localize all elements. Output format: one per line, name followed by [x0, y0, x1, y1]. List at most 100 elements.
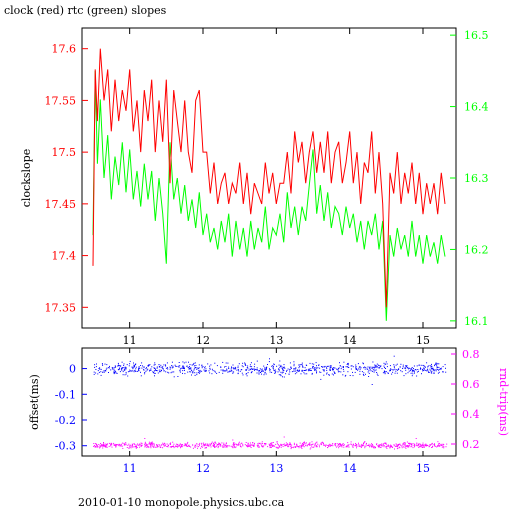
scatter-point-magenta — [399, 443, 401, 445]
scatter-point-blue — [238, 370, 239, 372]
scatter-point-blue — [297, 370, 299, 372]
scatter-point-magenta — [332, 445, 334, 447]
scatter-point-magenta — [441, 444, 443, 446]
scatter-point-blue — [115, 372, 117, 374]
scatter-point-magenta — [431, 442, 433, 444]
scatter-point-magenta — [365, 443, 367, 445]
scatter-point-blue — [222, 361, 224, 363]
scatter-point-blue — [144, 373, 146, 375]
scatter-point-blue — [427, 368, 429, 370]
scatter-point-magenta — [115, 445, 117, 447]
scatter-point-magenta — [397, 444, 399, 446]
scatter-point-blue — [95, 372, 97, 374]
scatter-point-magenta — [404, 442, 406, 444]
scatter-point-magenta — [270, 444, 272, 446]
scatter-point-blue — [358, 368, 360, 370]
scatter-point-blue — [177, 376, 179, 377]
scatter-point-magenta — [99, 445, 101, 447]
scatter-point-blue — [298, 370, 300, 372]
scatter-point-blue — [399, 366, 401, 368]
scatter-point-blue — [228, 371, 230, 373]
scatter-point-blue — [182, 365, 184, 367]
scatter-point-magenta — [381, 445, 383, 447]
scatter-point-blue — [445, 367, 446, 369]
scatter-point-magenta — [388, 445, 390, 447]
scatter-point-magenta — [270, 446, 272, 448]
scatter-point-blue — [205, 368, 207, 370]
scatter-point-magenta — [261, 445, 263, 446]
scatter-point-blue — [293, 368, 295, 370]
scatter-point-magenta — [371, 446, 373, 448]
scatter-point-blue — [323, 370, 325, 372]
scatter-point-magenta — [270, 443, 272, 444]
scatter-point-magenta — [416, 442, 418, 444]
scatter-point-blue — [106, 367, 108, 369]
scatter-point-magenta — [358, 442, 359, 444]
scatter-point-magenta — [164, 442, 165, 444]
scatter-point-blue — [331, 373, 333, 375]
scatter-point-blue — [405, 373, 407, 375]
scatter-point-magenta — [124, 444, 126, 446]
scatter-point-magenta — [196, 443, 198, 445]
scatter-point-blue — [385, 368, 386, 369]
scatter-point-magenta — [425, 444, 427, 445]
scatter-point-magenta — [251, 444, 253, 446]
scatter-point-magenta — [226, 445, 228, 447]
scatter-point-blue — [352, 366, 354, 368]
scatter-point-blue — [158, 369, 160, 371]
scatter-point-blue — [162, 368, 164, 369]
scatter-point-blue — [332, 367, 334, 369]
scatter-point-blue — [306, 365, 308, 366]
scatter-point-magenta — [334, 443, 336, 444]
scatter-point-blue — [222, 370, 224, 372]
scatter-point-blue — [444, 364, 446, 366]
scatter-point-magenta — [347, 442, 349, 444]
scatter-point-blue — [97, 370, 99, 372]
scatter-point-magenta — [186, 445, 188, 447]
scatter-point-magenta — [179, 443, 181, 445]
scatter-point-blue — [127, 375, 129, 377]
scatter-point-blue — [258, 373, 260, 375]
scatter-point-blue — [123, 367, 125, 369]
scatter-point-blue — [340, 371, 342, 373]
scatter-point-blue — [141, 367, 143, 369]
scatter-point-blue — [183, 366, 185, 368]
scatter-point-magenta — [387, 445, 389, 447]
scatter-point-magenta — [98, 444, 100, 445]
scatter-point-magenta — [301, 445, 303, 447]
scatter-point-magenta — [233, 443, 235, 445]
scatter-point-blue — [228, 366, 230, 368]
scatter-point-blue — [237, 369, 239, 370]
scatter-point-blue — [303, 370, 305, 371]
scatter-point-blue — [124, 369, 126, 371]
scatter-point-magenta — [368, 443, 370, 445]
scatter-point-magenta — [128, 443, 130, 445]
scatter-point-magenta — [308, 443, 310, 445]
scatter-point-magenta — [316, 441, 318, 443]
scatter-point-magenta — [233, 442, 235, 444]
scatter-point-magenta — [170, 443, 171, 445]
scatter-point-blue — [207, 363, 209, 365]
scatter-point-blue — [356, 368, 358, 370]
scatter-point-magenta — [216, 444, 218, 446]
scatter-point-magenta — [240, 446, 242, 447]
scatter-point-blue — [118, 369, 120, 371]
scatter-point-magenta — [134, 446, 136, 448]
scatter-point-magenta — [239, 445, 241, 447]
scatter-point-blue — [146, 367, 147, 369]
scatter-point-blue — [282, 367, 284, 369]
scatter-point-magenta — [437, 441, 439, 443]
scatter-point-magenta — [291, 446, 293, 448]
scatter-point-blue — [367, 368, 369, 370]
scatter-point-blue — [193, 365, 195, 367]
scatter-point-blue — [329, 367, 331, 369]
scatter-point-blue — [209, 372, 211, 374]
scatter-point-magenta — [280, 443, 282, 445]
scatter-point-blue — [176, 366, 178, 367]
scatter-point-magenta — [238, 444, 240, 446]
scatter-point-magenta — [364, 445, 366, 447]
scatter-point-magenta — [277, 443, 278, 445]
scatter-point-magenta — [303, 446, 305, 448]
scatter-point-magenta — [403, 443, 405, 445]
scatter-point-magenta — [208, 445, 210, 447]
